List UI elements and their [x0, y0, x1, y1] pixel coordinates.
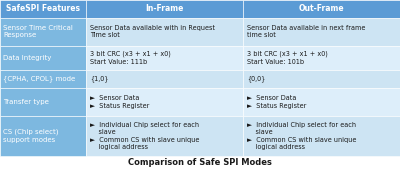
Bar [0, 18, 86, 46]
Text: Comparison of Safe SPI Modes: Comparison of Safe SPI Modes [128, 158, 272, 167]
Text: ►  Sensor Data
►  Status Register: ► Sensor Data ► Status Register [247, 95, 306, 109]
Text: Data Integrity: Data Integrity [3, 55, 52, 61]
Text: Sensor Time Critical
Response: Sensor Time Critical Response [3, 25, 73, 38]
Bar [0, 70, 86, 88]
Bar [86, 88, 243, 116]
Bar [86, 0, 243, 18]
Text: Out-Frame: Out-Frame [298, 4, 344, 13]
Text: ►  Sensor Data
►  Status Register: ► Sensor Data ► Status Register [90, 95, 149, 109]
Text: Sensor Data available in next frame
time slot: Sensor Data available in next frame time… [247, 25, 365, 38]
Bar [0, 0, 86, 18]
Text: 3 bit CRC (x3 + x1 + x0)
Start Value: 101b: 3 bit CRC (x3 + x1 + x0) Start Value: 10… [247, 51, 328, 65]
Bar [86, 116, 243, 156]
Text: ►  Individual Chip select for each
    slave
►  Common CS with slave unique
    : ► Individual Chip select for each slave … [90, 122, 199, 150]
Bar [243, 88, 400, 116]
Text: {CPHA, CPOL} mode: {CPHA, CPOL} mode [3, 75, 76, 82]
Bar [243, 0, 400, 18]
Text: ►  Individual Chip select for each
    slave
►  Common CS with slave unique
    : ► Individual Chip select for each slave … [247, 122, 356, 150]
Text: CS (Chip select)
support modes: CS (Chip select) support modes [3, 129, 59, 143]
Bar [86, 70, 243, 88]
Text: SafeSPI Features: SafeSPI Features [6, 4, 80, 13]
Bar [243, 46, 400, 70]
Bar [243, 70, 400, 88]
Bar [86, 46, 243, 70]
Bar [0, 88, 86, 116]
Text: Sensor Data available with in Request
Time slot: Sensor Data available with in Request Ti… [90, 25, 215, 38]
Bar [0, 46, 86, 70]
Bar [243, 116, 400, 156]
Bar [0, 116, 86, 156]
Text: Transfer type: Transfer type [3, 99, 49, 105]
Text: In-Frame: In-Frame [145, 4, 184, 13]
Text: {0,0}: {0,0} [247, 75, 265, 82]
Text: {1,0}: {1,0} [90, 75, 108, 82]
Bar [243, 18, 400, 46]
Text: 3 bit CRC (x3 + x1 + x0)
Start Value: 111b: 3 bit CRC (x3 + x1 + x0) Start Value: 11… [90, 51, 171, 65]
Bar [86, 18, 243, 46]
